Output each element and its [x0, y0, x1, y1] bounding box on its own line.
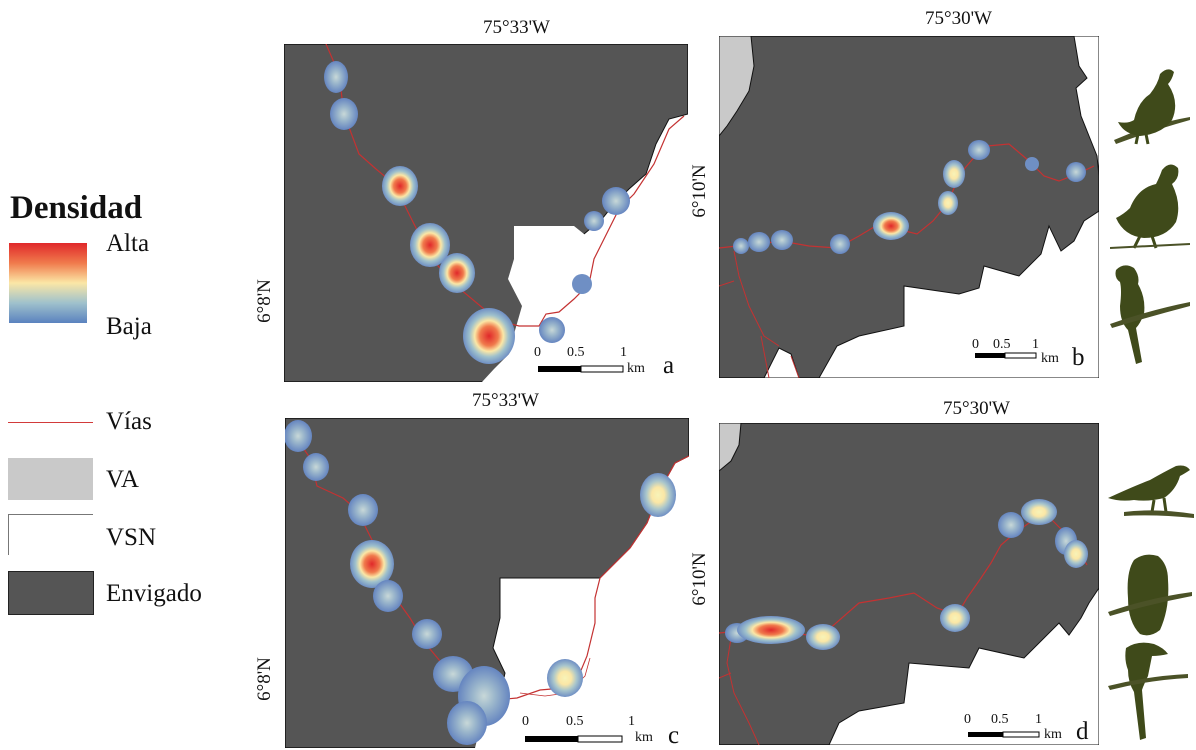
panel-b-scale-0: 0: [972, 337, 979, 352]
panel-c-letter: c: [668, 722, 680, 749]
panel-c-latitude: 6°8'N: [254, 657, 275, 701]
panel-c-scale-unit: km: [635, 730, 653, 745]
panel-c-scale-1: 1: [628, 714, 635, 729]
legend-title: Densidad: [10, 190, 143, 226]
legend-vsn-label: VSN: [106, 524, 157, 551]
map-panel-c: [285, 418, 689, 748]
roads-swatch: [8, 422, 93, 423]
panel-d-longitude: 75°30'W: [943, 398, 1010, 419]
scale-bar-filled: [538, 366, 581, 372]
legend-roads-label: Vías: [106, 408, 152, 435]
map-panel-a: [284, 44, 688, 382]
legend-low-label: Baja: [106, 313, 152, 340]
panel-a-scale-05: 0.5: [567, 345, 585, 360]
panel-d-latitude: 6°10'N: [689, 552, 710, 606]
panel-c-longitude: 75°33'W: [472, 390, 539, 411]
vsn-area: [482, 44, 688, 382]
cuckoo-silhouette-icon: [1110, 265, 1190, 364]
panel-b-letter: b: [1072, 344, 1085, 371]
panel-a-scale-unit: km: [627, 361, 645, 376]
panel-c-scale-0: 0: [522, 714, 529, 729]
panel-b-scale-1: 1: [1032, 337, 1039, 352]
map-panel-d: [719, 423, 1099, 745]
panel-b-scale-05: 0.5: [993, 337, 1011, 352]
panel-b-scale-unit: km: [1041, 351, 1059, 366]
density-gradient-swatch: [9, 243, 87, 323]
panel-d-letter: d: [1076, 718, 1089, 745]
tanager-silhouette-icon: [1108, 465, 1194, 518]
panel-a-scale-0: 0: [534, 345, 541, 360]
envigado-swatch: [8, 571, 94, 615]
owl-silhouette-icon: [1108, 554, 1192, 636]
quail-silhouette-icon: [1110, 164, 1190, 249]
panel-a-latitude: 6°8'N: [254, 279, 275, 323]
legend-high-label: Alta: [106, 230, 150, 257]
squirrel-cuckoo-silhouette-icon: [1108, 642, 1188, 740]
legend-envigado-label: Envigado: [106, 580, 202, 607]
panel-d-scale-1: 1: [1035, 712, 1042, 727]
panel-c-scale-05: 0.5: [566, 714, 584, 729]
panel-a-letter: a: [663, 352, 675, 379]
scale-bar-empty: [580, 365, 624, 373]
map-panel-b: [719, 36, 1099, 378]
panel-a-longitude: 75°33'W: [483, 17, 550, 38]
panel-d-scale-0: 0: [964, 712, 971, 727]
va-area: [719, 36, 755, 137]
legend-va-label: VA: [106, 466, 139, 493]
va-swatch: [8, 458, 93, 500]
panel-a-scale-1: 1: [620, 345, 627, 360]
panel-b-latitude: 6°10'N: [689, 164, 710, 218]
guan-silhouette-icon: [1114, 69, 1190, 145]
panel-d-scale-05: 0.5: [991, 712, 1009, 727]
vsn-swatch: [8, 514, 93, 555]
panel-d-scale-unit: km: [1044, 727, 1062, 742]
panel-b-longitude: 75°30'W: [925, 8, 992, 29]
